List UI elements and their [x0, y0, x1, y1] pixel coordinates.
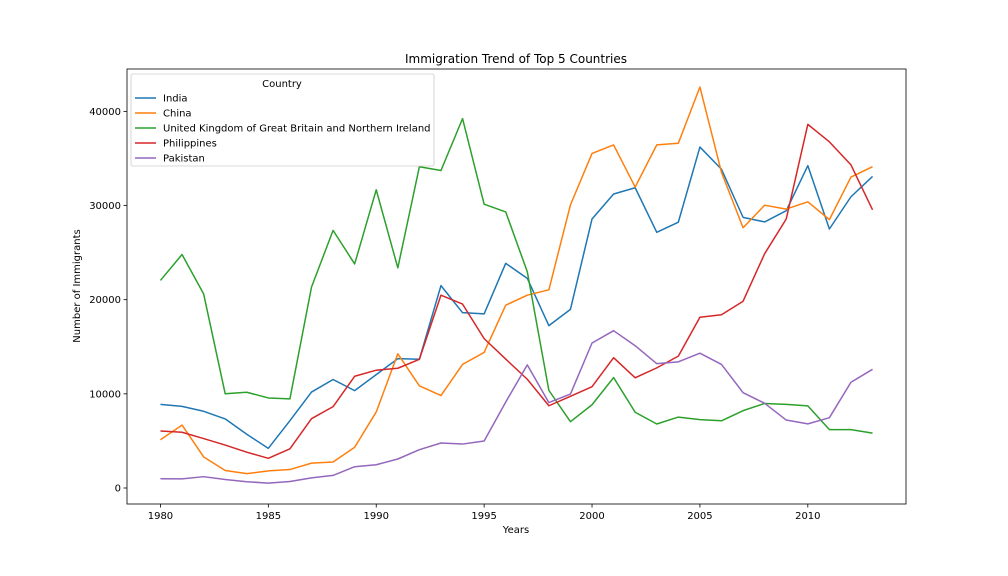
y-tick-label: 0: [115, 483, 121, 494]
legend-title: Country: [262, 79, 302, 90]
x-tick-label: 2005: [687, 511, 712, 522]
y-tick-label: 20000: [89, 295, 121, 306]
series-line-2: [159, 117, 873, 434]
series-line-0: [160, 146, 874, 450]
x-axis: 1980 1985 1990 1995 2000 2005 2010: [148, 504, 821, 522]
x-tick-label: 2000: [579, 511, 604, 522]
legend-entry-2: United Kingdom of Great Britain and Nort…: [163, 124, 431, 135]
legend: Country India China United Kingdom of Grea…: [130, 73, 435, 167]
x-tick-label: 1990: [364, 511, 389, 522]
y-axis: 0 10000 20000 30000 40000: [89, 107, 127, 494]
y-tick-label: 40000: [89, 107, 121, 118]
plot-lines: [159, 86, 874, 484]
x-tick-label: 2010: [795, 511, 820, 522]
legend-box: [130, 73, 435, 167]
x-tick-label: 1980: [148, 511, 173, 522]
x-tick-label: 1995: [471, 511, 496, 522]
chart-title: Immigration Trend of Top 5 Countries: [405, 52, 627, 66]
plot-frame: [126, 68, 907, 505]
legend-entry-3: Philippines: [163, 139, 217, 150]
series-line-1: [160, 86, 873, 475]
y-axis-label: Number of Immigrants: [72, 229, 83, 342]
legend-entry-4: Pakistan: [163, 154, 205, 165]
series-line-4: [160, 329, 873, 484]
legend-entry-1: China: [163, 109, 192, 120]
series-line-3: [160, 123, 874, 460]
legend-entry-0: India: [163, 94, 188, 105]
y-tick-label: 10000: [89, 389, 121, 400]
x-axis-label: Years: [502, 525, 529, 536]
x-tick-label: 1985: [256, 511, 281, 522]
y-tick-label: 30000: [89, 201, 121, 212]
